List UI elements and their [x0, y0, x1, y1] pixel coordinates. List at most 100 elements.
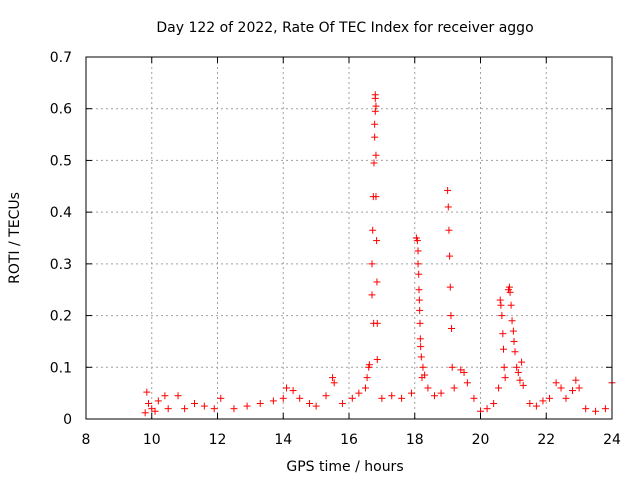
- data-point: [283, 384, 291, 392]
- data-point: [508, 317, 516, 325]
- data-point: [413, 237, 421, 245]
- data-point: [388, 392, 396, 400]
- data-point: [164, 405, 172, 413]
- data-point: [373, 278, 381, 286]
- data-point: [569, 387, 577, 395]
- data-point: [415, 270, 423, 278]
- data-point: [190, 399, 198, 407]
- data-point: [407, 389, 415, 397]
- data-point: [519, 381, 527, 389]
- data-point: [424, 384, 432, 392]
- x-tick-label: 8: [82, 432, 91, 448]
- x-tick-label: 14: [274, 432, 292, 448]
- data-point: [181, 405, 189, 413]
- data-point: [371, 133, 379, 141]
- data-point: [445, 226, 453, 234]
- data-point: [460, 368, 468, 376]
- data-points: [141, 91, 616, 417]
- data-point: [446, 252, 454, 260]
- data-point: [539, 397, 547, 405]
- data-point: [552, 379, 560, 387]
- grid-lines: [86, 57, 612, 419]
- data-point: [256, 399, 264, 407]
- x-tick-label: 22: [537, 432, 555, 448]
- data-point: [557, 384, 565, 392]
- data-point: [154, 397, 162, 405]
- data-point: [306, 399, 314, 407]
- data-point: [373, 237, 381, 245]
- data-point: [279, 394, 287, 402]
- data-point: [289, 387, 297, 395]
- y-tick-label: 0.1: [50, 360, 72, 376]
- y-tick-labels: 0 0.1 0.2 0.3 0.4 0.5 0.6 0.7: [50, 50, 72, 428]
- tick-marks: [85, 56, 613, 420]
- data-point: [372, 151, 380, 159]
- data-point: [368, 260, 376, 268]
- x-tick-label: 18: [406, 432, 424, 448]
- data-point: [363, 374, 371, 382]
- y-tick-label: 0.2: [50, 309, 72, 325]
- data-point: [444, 203, 452, 211]
- data-point: [500, 363, 508, 371]
- data-point: [562, 394, 570, 402]
- data-point: [417, 353, 425, 361]
- data-point: [419, 363, 427, 371]
- data-point: [365, 361, 373, 369]
- data-point: [369, 226, 377, 234]
- data-point: [141, 409, 149, 417]
- x-tick-label: 10: [143, 432, 161, 448]
- data-point: [269, 397, 277, 405]
- x-tick-label: 20: [472, 432, 490, 448]
- data-point: [230, 405, 238, 413]
- data-point: [174, 392, 182, 400]
- data-point: [217, 394, 225, 402]
- data-point: [361, 384, 369, 392]
- y-tick-label: 0.4: [50, 205, 72, 221]
- data-point: [210, 405, 218, 413]
- data-point: [507, 301, 515, 309]
- x-tick-labels: 8 10 12 14 16 18 20 22 24: [82, 432, 621, 448]
- data-point: [371, 120, 379, 128]
- data-point: [447, 312, 455, 320]
- data-point: [348, 394, 356, 402]
- data-point: [398, 394, 406, 402]
- data-point: [372, 102, 380, 110]
- data-point: [161, 392, 169, 400]
- data-point: [448, 363, 456, 371]
- data-point: [496, 296, 504, 304]
- data-point: [200, 402, 208, 410]
- y-tick-label: 0: [63, 412, 72, 428]
- data-point: [373, 356, 381, 364]
- data-point: [500, 345, 508, 353]
- y-tick-label: 0.3: [50, 257, 72, 273]
- x-tick-label: 16: [340, 432, 358, 448]
- data-point: [414, 260, 422, 268]
- data-point: [497, 301, 505, 309]
- data-point: [446, 283, 454, 291]
- data-point: [370, 319, 378, 327]
- data-point: [378, 394, 386, 402]
- data-point: [430, 392, 438, 400]
- data-point: [511, 348, 519, 356]
- data-point: [498, 312, 506, 320]
- data-point: [513, 363, 521, 371]
- data-point: [421, 371, 429, 379]
- data-point: [526, 399, 534, 407]
- data-point: [330, 379, 338, 387]
- y-axis-label: ROTI / TECUs: [7, 192, 23, 284]
- data-point: [450, 384, 458, 392]
- data-point: [355, 389, 363, 397]
- data-point: [546, 394, 554, 402]
- x-axis-label: GPS time / hours: [286, 459, 403, 475]
- data-point: [437, 389, 445, 397]
- data-point: [510, 337, 518, 345]
- data-point: [144, 399, 152, 407]
- data-point: [572, 376, 580, 384]
- data-point: [505, 283, 513, 291]
- x-tick-label: 12: [209, 432, 227, 448]
- data-point: [490, 399, 498, 407]
- data-point: [506, 288, 514, 296]
- data-point: [499, 330, 507, 338]
- data-point: [463, 379, 471, 387]
